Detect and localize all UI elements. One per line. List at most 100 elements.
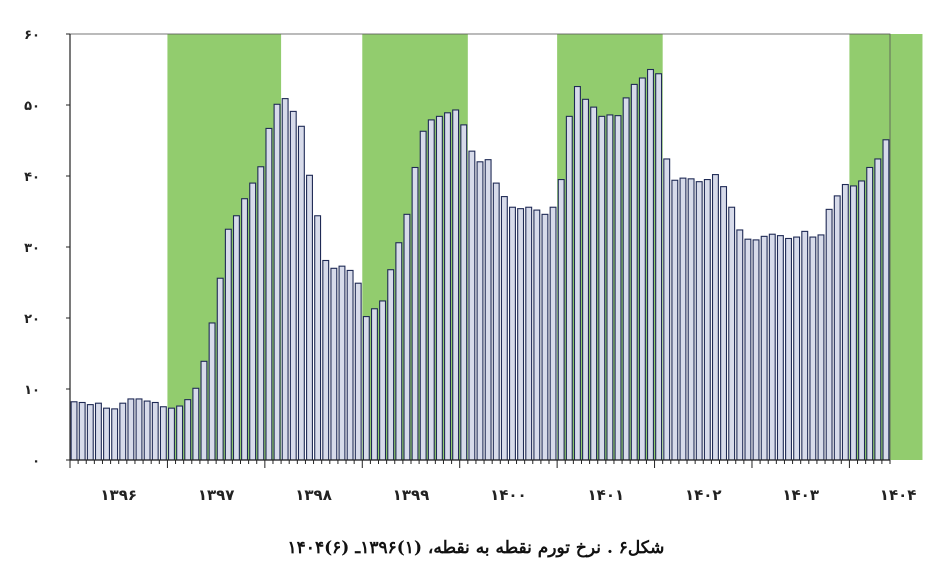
bar bbox=[573, 85, 581, 461]
bar bbox=[322, 259, 330, 461]
bar bbox=[168, 407, 175, 461]
bar bbox=[119, 402, 127, 461]
bar bbox=[500, 196, 508, 461]
bar bbox=[86, 404, 94, 461]
axes bbox=[66, 33, 891, 468]
y-tick-label: ۵۰ bbox=[24, 99, 40, 114]
bar bbox=[176, 405, 184, 461]
y-tick-label: ۶۰ bbox=[24, 28, 40, 43]
bar bbox=[419, 130, 427, 461]
bars bbox=[70, 68, 890, 461]
bar bbox=[817, 234, 825, 461]
bar bbox=[127, 398, 135, 461]
bar bbox=[752, 239, 760, 461]
bar bbox=[330, 267, 338, 461]
bar bbox=[184, 399, 192, 461]
bar bbox=[882, 139, 890, 461]
bar bbox=[744, 238, 752, 461]
bar bbox=[103, 407, 111, 461]
bar bbox=[273, 103, 281, 461]
bar bbox=[582, 98, 590, 461]
bar bbox=[671, 179, 679, 461]
bar bbox=[216, 277, 224, 461]
bar bbox=[200, 360, 208, 461]
x-tick-label: ۱۳۹۷ bbox=[198, 486, 235, 504]
bar bbox=[460, 124, 468, 461]
bar bbox=[403, 213, 411, 461]
bar bbox=[517, 208, 525, 461]
x-tick-label: ۱۳۹۸ bbox=[295, 486, 332, 504]
bar bbox=[663, 158, 671, 461]
bar bbox=[241, 198, 249, 461]
bar bbox=[720, 186, 728, 461]
bar bbox=[785, 237, 792, 461]
bar bbox=[509, 206, 516, 461]
bar bbox=[70, 401, 78, 461]
bar bbox=[849, 185, 857, 461]
bar bbox=[622, 97, 630, 461]
bar bbox=[265, 127, 273, 461]
bar bbox=[768, 233, 776, 461]
bar bbox=[858, 180, 866, 461]
bar bbox=[679, 177, 687, 461]
bar bbox=[687, 178, 695, 461]
bar bbox=[444, 112, 451, 461]
bar bbox=[736, 229, 744, 461]
bar bbox=[793, 236, 801, 461]
x-tick-label: ۱۳۹۶ bbox=[100, 486, 137, 504]
y-tick-label: ۱۰ bbox=[24, 383, 40, 398]
bar bbox=[306, 174, 313, 461]
bar bbox=[655, 73, 663, 461]
bar bbox=[630, 83, 638, 461]
bar bbox=[468, 150, 476, 461]
bar bbox=[338, 265, 346, 461]
bar bbox=[143, 400, 151, 461]
x-tick-labels: ۱۳۹۶ ۱۳۹۷ ۱۳۹۸ ۱۳۹۹ ۱۴۰۰ ۱۴۰۱ ۱۴۰۲ ۱۴۰۳ ۱۴۰۴ bbox=[100, 486, 916, 504]
y-tick-label: ۲۰ bbox=[24, 312, 40, 327]
bar bbox=[249, 182, 257, 461]
y-tick-label: ۴۰ bbox=[24, 170, 40, 185]
bar bbox=[257, 166, 265, 461]
bar bbox=[387, 269, 395, 461]
bar bbox=[874, 158, 882, 461]
bar bbox=[711, 174, 719, 461]
bar bbox=[379, 300, 387, 461]
bar bbox=[135, 398, 143, 461]
bar bbox=[78, 401, 86, 461]
x-tick-label: ۱۴۰۱ bbox=[588, 486, 625, 504]
y-tick-label: ۰ bbox=[32, 454, 40, 469]
x-tick-label: ۱۴۰۲ bbox=[685, 486, 722, 504]
bar bbox=[484, 159, 492, 461]
bar bbox=[111, 408, 119, 461]
bar bbox=[760, 235, 768, 461]
bar bbox=[833, 195, 841, 461]
bar bbox=[208, 322, 216, 461]
bar bbox=[151, 401, 159, 461]
y-tick-labels: ۰ ۱۰ ۲۰ ۳۰ ۴۰ ۵۰ ۶۰ bbox=[24, 28, 40, 469]
bar bbox=[289, 110, 297, 461]
bar bbox=[435, 115, 443, 461]
bar bbox=[728, 206, 736, 461]
bar bbox=[557, 179, 565, 461]
bar bbox=[159, 406, 167, 461]
bar bbox=[525, 206, 533, 461]
bar bbox=[427, 119, 435, 461]
bar bbox=[224, 228, 232, 461]
bar bbox=[492, 182, 500, 461]
x-tick-label: ۱۴۰۰ bbox=[490, 486, 527, 504]
bar bbox=[476, 161, 484, 461]
bar bbox=[606, 114, 614, 461]
bar bbox=[411, 166, 419, 461]
bar bbox=[866, 166, 874, 461]
bar bbox=[590, 106, 598, 461]
x-tick-label: ۱۳۹۹ bbox=[393, 486, 430, 504]
bar bbox=[232, 215, 240, 461]
y-tick-label: ۳۰ bbox=[24, 241, 40, 256]
bar bbox=[533, 209, 541, 461]
bar bbox=[94, 402, 102, 461]
bar bbox=[598, 115, 606, 461]
x-tick-label: ۱۴۰۳ bbox=[782, 486, 819, 504]
bar bbox=[695, 181, 703, 461]
bar bbox=[614, 115, 622, 461]
